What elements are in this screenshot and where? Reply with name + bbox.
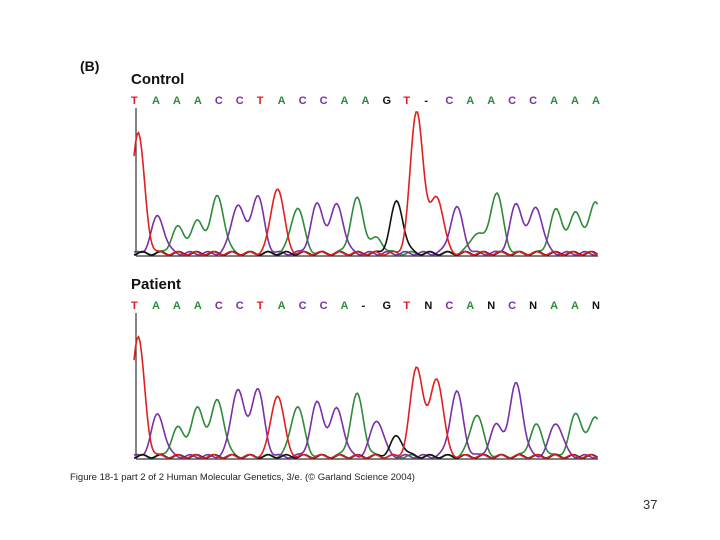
page-number: 37 — [643, 497, 658, 512]
patient-base-9: C — [319, 300, 328, 312]
control-base-21: A — [571, 95, 579, 107]
patient-base-11: - — [361, 300, 366, 312]
control-base-3: A — [193, 95, 202, 107]
patient-chromatogram — [133, 313, 599, 460]
control-base-1: A — [151, 95, 160, 107]
patient-base-5: C — [235, 300, 244, 312]
patient-base-6: T — [256, 300, 264, 312]
control-base-18: C — [508, 95, 517, 107]
patient-base-4: C — [214, 300, 223, 312]
panel-label: (B) — [80, 58, 100, 74]
patient-base-14: N — [424, 300, 433, 312]
patient-base-22: N — [592, 300, 600, 312]
patient-base-2: A — [172, 300, 181, 312]
control-base-9: C — [319, 95, 328, 107]
control-base-20: A — [550, 95, 559, 107]
control-base-14: - — [424, 95, 429, 107]
control-base-19: C — [529, 95, 538, 107]
control-base-7: A — [277, 95, 286, 107]
patient-base-8: C — [298, 300, 307, 312]
patient-trace-a — [133, 392, 599, 459]
control-base-15: C — [445, 95, 454, 107]
control-trace-c — [133, 195, 598, 256]
patient-base-17: N — [487, 300, 496, 312]
control-base-17: A — [487, 95, 496, 107]
patient-trace-t — [133, 335, 598, 459]
patient-title: Patient — [131, 276, 182, 293]
patient-base-16: A — [466, 300, 475, 312]
patient-base-3: A — [193, 300, 202, 312]
patient-base-10: A — [340, 300, 349, 312]
control-base-10: A — [340, 95, 349, 107]
control-base-4: C — [214, 95, 223, 107]
control-base-2: A — [172, 95, 181, 107]
control-chromatogram — [133, 108, 599, 257]
patient-base-13: T — [403, 300, 411, 312]
control-base-0: T — [131, 95, 138, 107]
control-title: Control — [131, 71, 185, 88]
control-base-16: A — [466, 95, 475, 107]
control-base-13: T — [403, 95, 411, 107]
control-base-6: T — [256, 95, 264, 107]
patient-base-19: N — [529, 300, 538, 312]
patient-base-12: G — [382, 300, 392, 312]
control-base-8: C — [298, 95, 307, 107]
patient-base-1: A — [151, 300, 160, 312]
control-base-12: G — [382, 95, 392, 107]
control-trace-t — [133, 111, 598, 256]
control-base-11: A — [361, 95, 370, 107]
patient-base-21: A — [571, 300, 579, 312]
patient-base-18: C — [508, 300, 517, 312]
control-base-22: A — [592, 95, 600, 107]
patient-base-0: T — [131, 300, 138, 312]
patient-base-7: A — [277, 300, 286, 312]
control-base-5: C — [235, 95, 244, 107]
patient-base-15: C — [445, 300, 454, 312]
patient-base-20: A — [550, 300, 559, 312]
figure-caption: Figure 18-1 part 2 of 2 Human Molecular … — [70, 472, 415, 483]
